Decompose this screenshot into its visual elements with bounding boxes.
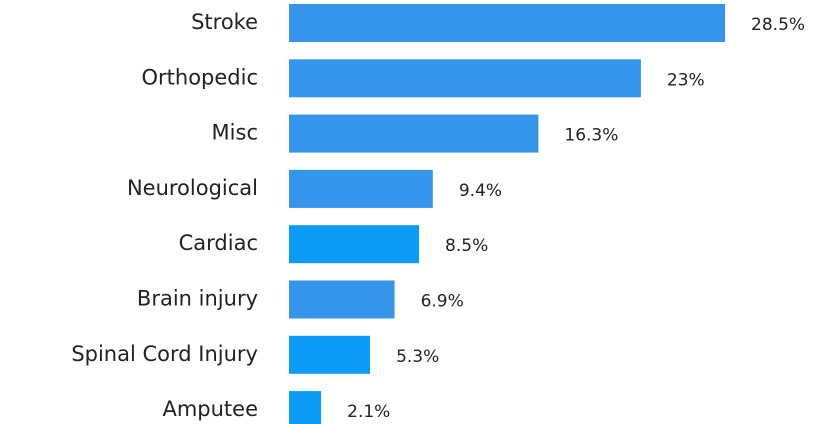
category-label: Brain injury [137,287,258,311]
bar [289,169,433,208]
value-label: 5.3% [396,347,439,367]
category-label: Orthopedic [141,65,258,89]
category-label: Misc [212,121,258,145]
category-label: Amputee [162,397,258,421]
value-label: 8.5% [445,236,488,256]
value-label: 28.5% [751,15,805,35]
value-label: 16.3% [564,126,618,146]
bar [289,335,371,374]
bar [289,114,539,153]
bar [289,4,726,42]
category-label: Cardiac [179,231,258,255]
category-label: Neurological [127,176,258,200]
category-label: Stroke [191,10,258,34]
value-label: 23% [667,70,705,90]
bar [289,280,395,319]
value-label: 2.1% [347,402,390,422]
value-label: 6.9% [421,292,464,312]
bar [289,391,322,424]
bar [289,225,420,264]
category-label: Spinal Cord Injury [71,342,258,366]
value-label: 9.4% [459,181,502,201]
bar [289,59,641,98]
